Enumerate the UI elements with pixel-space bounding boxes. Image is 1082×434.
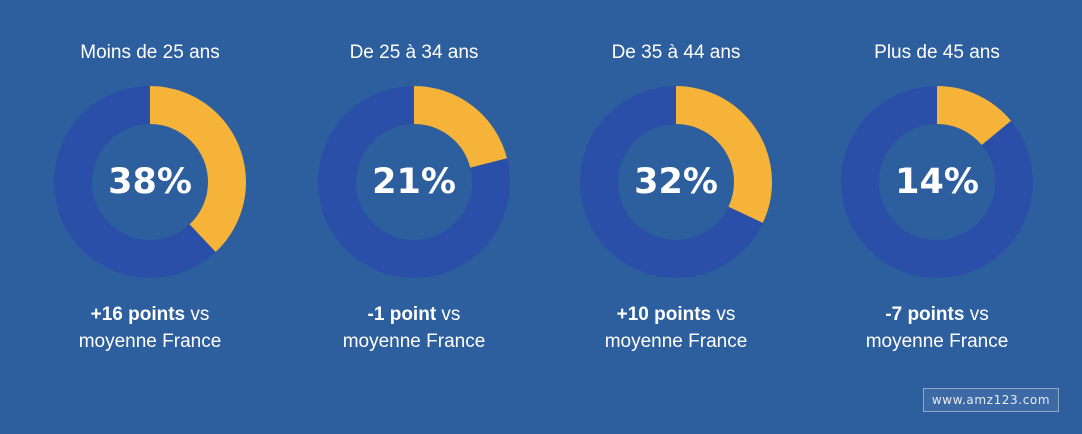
comparison-caption: +16 points vs moyenne France (20, 301, 280, 355)
caption-vs: vs (185, 304, 210, 325)
donut-segment-value (54, 86, 246, 278)
percentage-value: 21% (372, 162, 456, 202)
percentage-value: 32% (634, 162, 718, 202)
chart-panel-1: De 25 à 34 ans 21% -1 point vs moyenne F… (284, 0, 544, 434)
caption-vs: vs (964, 304, 989, 325)
caption-line-1: -1 point vs (284, 301, 544, 328)
caption-line-1: +10 points vs (546, 301, 806, 328)
caption-line-1: -7 points vs (807, 301, 1067, 328)
points-delta: -1 point (367, 304, 437, 325)
chart-panel-0: Moins de 25 ans 38% +16 points vs moyenn… (20, 0, 280, 434)
donut-segment-value (841, 86, 1033, 278)
caption-vs: vs (711, 304, 736, 325)
watermark-link[interactable]: www.amz123.com (923, 388, 1059, 412)
comparison-caption: -7 points vs moyenne France (807, 301, 1067, 355)
donut-segment-value (580, 86, 772, 278)
percentage-value: 14% (895, 162, 979, 202)
caption-line-2: moyenne France (604, 331, 748, 352)
caption-line-2: moyenne France (865, 331, 1009, 352)
chart-panel-2: De 35 à 44 ans 32% +10 points vs moyenne… (546, 0, 806, 434)
points-delta: -7 points (885, 304, 965, 325)
caption-line-2: moyenne France (78, 331, 222, 352)
percentage-value: 38% (108, 162, 192, 202)
points-delta: +16 points (90, 304, 186, 325)
chart-title: Moins de 25 ans (80, 42, 220, 63)
donut-segment-value (318, 86, 510, 278)
donut-chart (318, 86, 510, 278)
chart-title: Plus de 45 ans (874, 42, 1000, 63)
chart-title: De 35 à 44 ans (611, 42, 741, 63)
donut-chart (54, 86, 246, 278)
donut-chart (841, 86, 1033, 278)
comparison-caption: +10 points vs moyenne France (546, 301, 806, 355)
comparison-caption: -1 point vs moyenne France (284, 301, 544, 355)
caption-line-1: +16 points vs (20, 301, 280, 328)
caption-vs: vs (436, 304, 461, 325)
donut-chart (580, 86, 772, 278)
caption-line-2: moyenne France (342, 331, 486, 352)
chart-title: De 25 à 34 ans (349, 42, 479, 63)
chart-panel-3: Plus de 45 ans 14% -7 points vs moyenne … (807, 0, 1067, 434)
points-delta: +10 points (616, 304, 712, 325)
